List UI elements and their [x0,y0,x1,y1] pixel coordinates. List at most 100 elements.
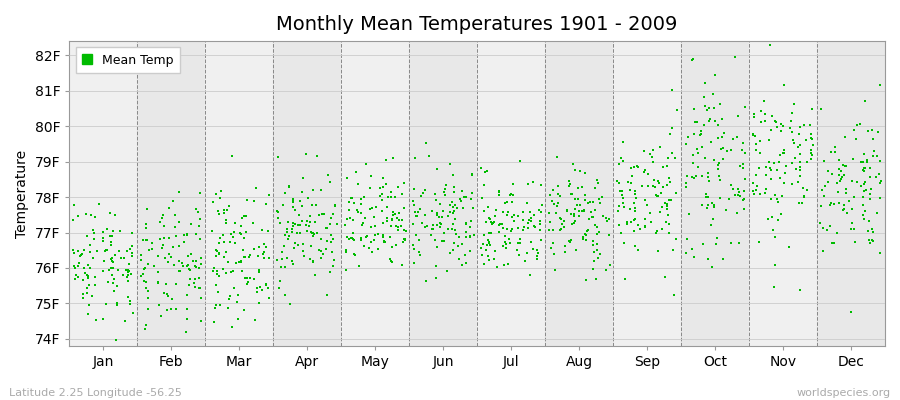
Point [183,267,197,274]
Point [805,106,819,112]
Point [391,184,405,190]
Point [306,230,320,237]
Point [680,134,695,140]
Point [278,190,293,196]
Point [523,272,537,278]
Point [789,165,804,172]
Point [482,204,496,210]
Point [226,268,240,274]
Point [786,137,800,143]
Point [616,195,630,201]
Point [251,244,266,250]
Point [158,255,172,262]
Point [217,210,231,216]
Point [589,206,603,213]
Point [438,186,453,192]
Point [82,282,96,288]
Point [171,188,185,195]
Point [310,153,324,159]
Point [649,192,663,198]
Point [368,204,382,210]
Point [708,240,723,247]
Point [103,233,117,240]
Point [222,296,237,302]
Point [354,200,368,207]
Point [326,263,340,270]
Point [665,124,680,131]
Point [627,208,642,214]
Point [324,232,338,238]
Point [800,158,814,165]
Point [623,187,637,194]
Point [856,151,870,157]
Point [386,212,400,218]
Point [510,240,525,246]
Point [71,213,86,220]
Point [716,130,731,136]
Point [612,180,626,186]
Point [649,230,663,236]
Point [176,262,191,269]
Point [783,117,797,124]
Point [224,324,238,330]
Point [458,234,473,240]
Point [124,250,139,256]
Point [452,234,466,240]
Point [355,210,369,216]
Point [193,236,207,242]
Point [107,276,122,282]
Point [834,174,849,180]
Point [592,228,607,235]
Point [768,284,782,290]
Point [186,258,201,264]
Point [679,180,693,186]
Point [363,184,377,191]
Point [839,163,853,170]
Point [210,271,224,278]
Point [768,191,782,198]
Point [418,186,432,193]
Point [863,190,878,197]
Point [562,178,576,184]
Point [567,211,581,218]
Point [325,249,339,256]
Point [384,259,399,265]
Point [815,224,830,231]
Point [80,311,94,317]
Point [785,160,799,166]
Point [492,221,507,228]
Point [386,209,400,215]
Point [556,223,571,230]
Point [805,156,819,162]
Point [154,313,168,319]
Point [329,220,344,227]
Point [327,257,341,264]
Point [543,192,557,198]
Point [443,161,457,167]
Point [854,183,868,189]
Title: Monthly Mean Temperatures 1901 - 2009: Monthly Mean Temperatures 1901 - 2009 [276,15,678,34]
Point [551,191,565,198]
Point [206,265,220,271]
Point [860,156,874,163]
Point [526,246,540,253]
Point [565,221,580,228]
Point [168,233,183,240]
Point [310,202,324,208]
Point [724,240,738,246]
Point [384,216,399,222]
Point [182,266,196,272]
Point [83,241,97,248]
Point [610,178,625,184]
Point [580,236,594,243]
Point [191,208,205,215]
Point [533,227,547,233]
Point [532,206,546,213]
Point [184,251,198,257]
Point [397,180,411,187]
Point [223,239,238,245]
Point [346,217,360,223]
Point [716,145,730,151]
Point [105,259,120,265]
Point [278,232,293,239]
